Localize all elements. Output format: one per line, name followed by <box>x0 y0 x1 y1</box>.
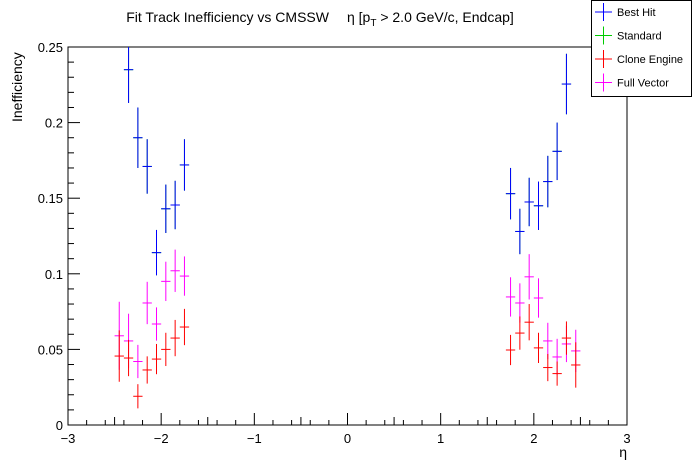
data-point <box>151 307 162 341</box>
data-point <box>161 184 171 233</box>
y-axis-label: Inefficiency <box>9 52 25 122</box>
series-standard <box>123 47 572 276</box>
data-point <box>179 139 190 191</box>
x-tick-label: 2 <box>530 431 537 446</box>
data-point <box>161 332 171 367</box>
data-point <box>151 343 162 375</box>
data-points <box>114 47 581 409</box>
data-point <box>170 180 180 230</box>
data-point <box>561 321 572 355</box>
data-point <box>142 356 152 384</box>
legend-entry: Standard <box>595 26 662 45</box>
data-point <box>524 177 534 227</box>
data-point <box>524 304 534 341</box>
data-point <box>179 256 190 296</box>
legend-entry: Best Hit <box>595 3 656 21</box>
data-point <box>533 278 544 318</box>
data-point <box>543 322 553 360</box>
x-tick-label: 3 <box>623 431 630 446</box>
data-point <box>533 332 544 364</box>
plot-frame <box>67 46 628 426</box>
data-point <box>133 384 143 409</box>
data-point <box>552 361 562 386</box>
data-point <box>142 281 152 325</box>
x-tick-label: 0 <box>344 431 351 446</box>
series-best-hit <box>123 47 572 276</box>
data-point <box>543 353 553 382</box>
legend-label: Full Vector <box>617 78 669 90</box>
y-tick-label: 0.2 <box>45 116 63 131</box>
x-tick-label: −3 <box>61 431 76 446</box>
data-point <box>533 181 544 230</box>
y-tick-label: 0.05 <box>38 342 63 357</box>
data-point <box>123 47 134 103</box>
data-point <box>571 342 581 388</box>
data-point <box>142 139 152 194</box>
data-point <box>505 167 516 220</box>
data-point <box>170 319 180 357</box>
legend-label: Clone Engine <box>617 54 683 66</box>
data-point <box>133 344 143 379</box>
x-tick-label: −1 <box>247 431 262 446</box>
data-point <box>179 308 190 346</box>
data-point <box>151 229 162 276</box>
data-point <box>552 122 562 181</box>
data-point <box>515 316 525 350</box>
legend-label: Standard <box>617 31 662 43</box>
data-point <box>114 330 124 382</box>
y-tick-label: 0.15 <box>38 191 63 206</box>
frame-border <box>67 46 628 426</box>
x-axis-label: η <box>619 444 627 460</box>
data-point <box>505 334 516 366</box>
axes: −3 −2 −1 0 1 2 3 0 0.05 0.1 0.15 0.2 0.25 <box>38 40 631 446</box>
legend-box <box>591 0 692 97</box>
chart-title: Fit Track Inefficiency vs CMSSW η [pT > 2… <box>126 9 514 29</box>
data-point <box>505 277 516 317</box>
x-tick-label: 1 <box>437 431 444 446</box>
data-point <box>561 53 572 115</box>
data-point <box>170 249 180 292</box>
data-point <box>515 283 525 323</box>
series-clone-engine <box>114 304 581 409</box>
legend-entry: Clone Engine <box>595 50 683 68</box>
data-point <box>123 339 134 377</box>
data-point <box>524 254 534 300</box>
data-point <box>133 107 143 168</box>
y-tick-label: 0.1 <box>45 267 63 282</box>
legend-label: Best Hit <box>617 7 656 19</box>
data-point <box>161 261 171 302</box>
data-point <box>515 208 525 255</box>
y-tick-label: 0.25 <box>38 40 63 55</box>
legend: Best Hit Standard Clone Engine Full Vector <box>591 0 692 97</box>
x-tick-label: −2 <box>154 431 169 446</box>
data-point <box>543 155 553 208</box>
y-tick-label: 0 <box>56 418 63 433</box>
legend-entry: Full Vector <box>595 73 669 92</box>
